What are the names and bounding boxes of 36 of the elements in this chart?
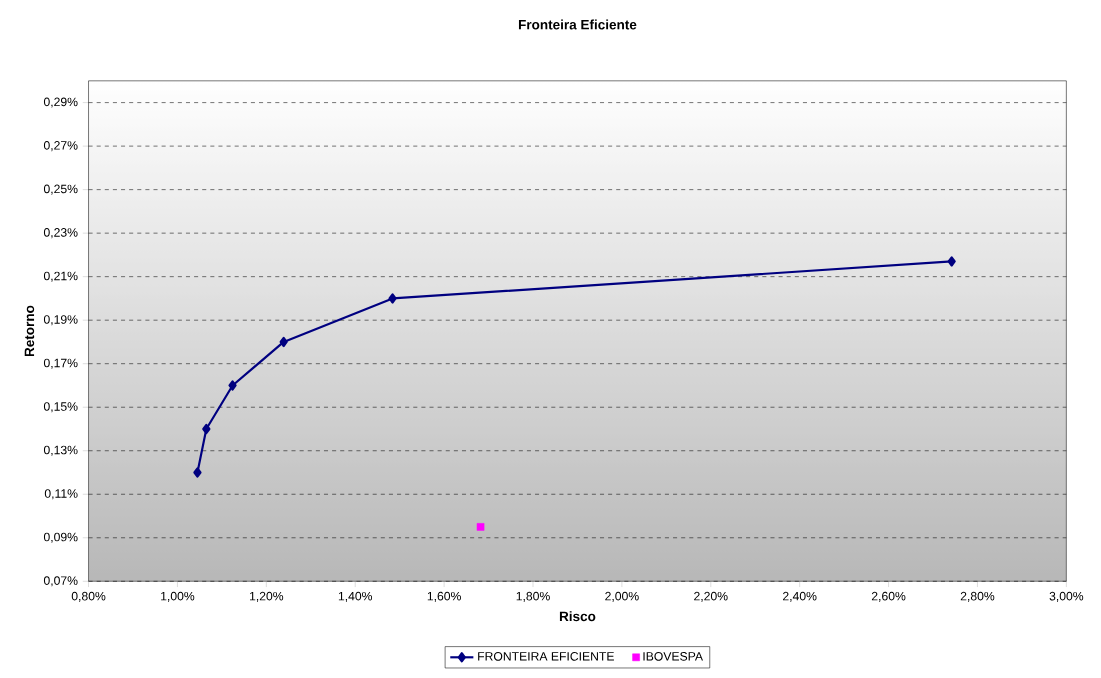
point: [279, 337, 288, 348]
y-tick-label: 0,21%: [43, 271, 78, 282]
x-tick-label: 2,00%: [605, 592, 639, 603]
x-tick-label: 1,40%: [338, 592, 373, 603]
x-tick-label: 1,60%: [427, 592, 461, 603]
y-tick-label: 0,19%: [43, 315, 78, 326]
x-axis-title: Risco: [559, 611, 596, 622]
x-tick-label: 3,00%: [1049, 592, 1084, 603]
y-tick-label: 0,11%: [44, 489, 78, 500]
point: [202, 424, 211, 435]
y-tick-label: 0,09%: [43, 532, 78, 544]
y-tick-label: 0,15%: [43, 402, 78, 413]
y-tick-label: 0,23%: [43, 228, 78, 239]
legend-label: FRONTEIRA EFICIENTE: [478, 652, 614, 661]
y-tick-label: 0,13%: [43, 445, 78, 456]
x-tick-label: 2,20%: [694, 592, 728, 603]
x-tick-label: 1,20%: [250, 592, 284, 603]
point: [193, 467, 202, 478]
point: [476, 523, 485, 531]
point: [947, 256, 956, 267]
x-tick-label: 0,80%: [71, 592, 106, 603]
x-tick-label: 2,40%: [783, 592, 817, 603]
y-tick-label: 0,17%: [43, 358, 78, 369]
x-tick-label: 2,60%: [871, 592, 906, 603]
point: [388, 293, 397, 304]
point: [228, 380, 237, 391]
y-tick-label: 0,29%: [43, 97, 78, 108]
x-tick-label: 1,00%: [161, 592, 195, 603]
y-tick-label: 0,27%: [43, 141, 78, 152]
x-tick-label: 2,80%: [960, 592, 995, 603]
x-tick-label: 1,80%: [516, 592, 550, 603]
y-axis-title: Retorno: [24, 305, 35, 357]
chart-title: Fronteira Eficiente: [518, 19, 637, 30]
y-tick-label: 0,25%: [43, 184, 78, 195]
y-tick-label: 0,07%: [43, 576, 78, 587]
legend-label: IBOVESPA: [643, 652, 703, 661]
